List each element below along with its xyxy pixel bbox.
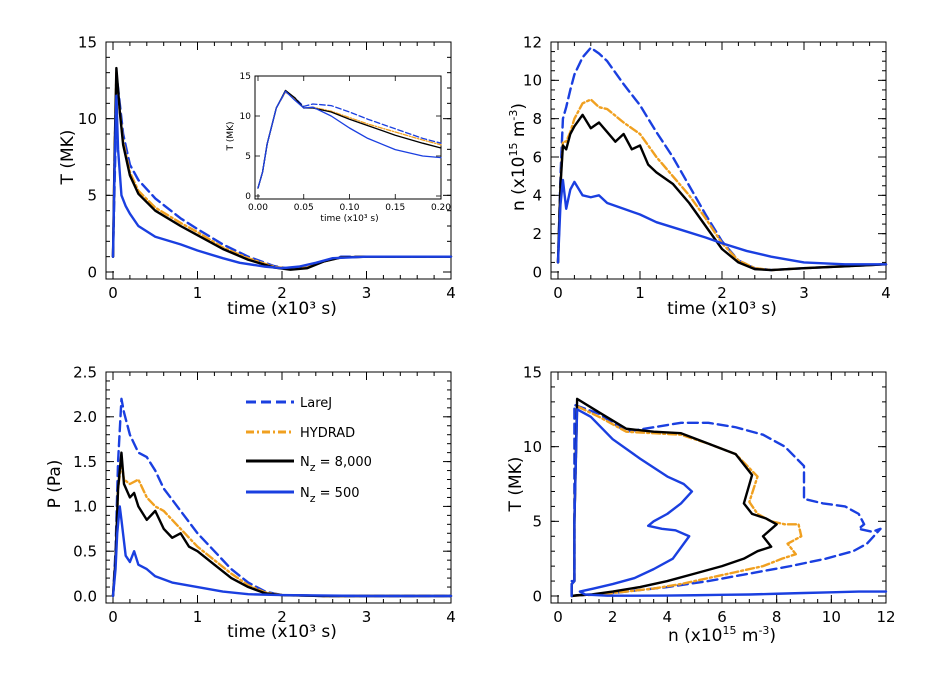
y-tick-label: 10: [78, 110, 97, 128]
y-tick-label: 0: [532, 263, 542, 281]
y-axis-label: T (MK): [58, 130, 78, 186]
y-tick-label: 0.0: [73, 587, 97, 605]
y-tick-label: 6: [532, 148, 542, 166]
x-axis-label: n (x1015 m-3): [668, 624, 776, 646]
y-tick-label: 4: [532, 187, 542, 205]
y-tick-label: 15: [523, 363, 542, 381]
y-tick-label: 1.0: [73, 498, 97, 516]
x-tick-label: 6: [717, 608, 727, 626]
x-axis-label: time (x10³ s): [227, 622, 337, 642]
phase-series-HYDRAD: [570, 405, 803, 598]
inset-x-tick-label: 0.20: [431, 203, 451, 213]
y-tick-label: 2.0: [73, 408, 97, 426]
plot-frame: [105, 371, 452, 604]
pressure-series-LareJ: [111, 397, 453, 598]
x-tick-label: 4: [881, 284, 891, 302]
y-tick-label: 15: [78, 33, 97, 51]
x-tick-label: 2: [717, 284, 727, 302]
panel-pressure: 0 1 2 3 4 0.0 0.5 1.0 1.5 2.0 2.5 time (x10³ s) P (P…: [45, 363, 456, 642]
pressure-series-Nz500: [111, 505, 453, 598]
x-tick-label: 2: [277, 284, 287, 302]
legend-label-HYDRAD: HYDRAD: [300, 426, 355, 441]
x-tick-label: 1: [193, 284, 203, 302]
x-tick-label: 4: [446, 284, 456, 302]
x-axis-label: time (x10³ s): [667, 299, 777, 319]
phase-series-Nz500: [570, 408, 888, 598]
inset-x-tick-label: 0.15: [385, 203, 405, 213]
x-tick-label: 4: [663, 608, 673, 626]
legend-label-LareJ: LareJ: [300, 396, 332, 411]
inset-plot: 0.00 0.05 0.10 0.15 0.20 0 5 10 15 time (x10³ s) T…: [226, 72, 451, 224]
x-tick-label: 0: [108, 284, 118, 302]
x-axis-label: time (x10³ s): [227, 299, 337, 319]
y-tick-label: 10: [523, 72, 542, 90]
y-tick-label: 1.5: [73, 453, 97, 471]
y-tick-label: 5: [532, 513, 542, 531]
inset-series-Nz500: [257, 90, 442, 189]
phase-series-LareJ: [570, 403, 882, 598]
pressure-series-Nz8000: [111, 451, 453, 598]
y-tick-label: 10: [523, 438, 542, 456]
panel-phase: 0 2 4 6 8 10 12 0 5 10 15 n (x1015 m-3) T (MK): [506, 363, 896, 646]
x-tick-label: 0: [553, 284, 563, 302]
legend-label-Nz500: Nz = 500: [300, 486, 360, 505]
x-tick-label: 12: [876, 608, 895, 626]
y-tick-label: 0: [532, 587, 542, 605]
y-tick-label: 8: [532, 110, 542, 128]
density-series-LareJ: [556, 46, 888, 272]
x-tick-label: 0: [108, 608, 118, 626]
x-tick-label: 3: [799, 284, 809, 302]
plot-frame: [550, 41, 887, 280]
inset-y-tick-label: 5: [245, 152, 251, 162]
inset-x-axis-label: time (x10³ s): [320, 214, 378, 224]
y-axis-label: T (MK): [506, 457, 526, 513]
x-tick-label: 3: [362, 284, 372, 302]
plot-frame: [105, 41, 452, 280]
x-tick-label: 4: [446, 608, 456, 626]
inset-y-axis-label: T (MK): [226, 121, 236, 151]
y-axis-label: P (Pa): [45, 460, 65, 509]
x-tick-label: 1: [635, 284, 645, 302]
y-axis-label: n (x1015 m-3): [507, 103, 529, 211]
inset-y-tick-label: 15: [240, 72, 251, 82]
phase-series-Nz8000: [570, 397, 778, 598]
temperature-series-Nz500: [111, 94, 453, 270]
legend: LareJ HYDRAD Nz = 8,000 Nz = 500: [246, 396, 372, 505]
x-tick-label: 10: [822, 608, 841, 626]
density-series-Nz8000: [556, 113, 888, 272]
y-tick-label: 2.5: [73, 363, 97, 381]
y-tick-label: 5: [87, 187, 97, 205]
inset-y-tick-label: 0: [245, 192, 251, 202]
x-tick-label: 8: [772, 608, 782, 626]
x-tick-label: 1: [193, 608, 203, 626]
x-tick-label: 0: [553, 608, 563, 626]
x-tick-label: 2: [608, 608, 618, 626]
legend-label-Nz8000: Nz = 8,000: [300, 455, 372, 474]
inset-x-tick-label: 0.00: [248, 203, 268, 213]
y-tick-label: 0: [87, 263, 97, 281]
y-tick-label: 2: [532, 225, 542, 243]
y-tick-label: 12: [523, 33, 542, 51]
plot-frame: [550, 371, 887, 604]
y-tick-label: 0.5: [73, 542, 97, 560]
density-series-Nz500: [556, 178, 888, 266]
inset-x-tick-label: 0.10: [339, 203, 359, 213]
x-tick-label: 3: [362, 608, 372, 626]
inset-y-tick-label: 10: [240, 112, 252, 122]
x-tick-label: 2: [277, 608, 287, 626]
inset-frame: [254, 75, 442, 200]
inset-x-tick-label: 0.05: [294, 203, 314, 213]
